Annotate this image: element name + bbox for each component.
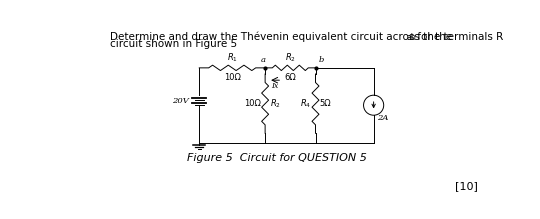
- Text: $R_1$: $R_1$: [227, 51, 238, 64]
- Text: b: b: [319, 56, 324, 64]
- Text: ab: ab: [406, 33, 416, 42]
- Text: 2A: 2A: [377, 114, 389, 122]
- Text: Determine and draw the Thévenin equivalent circuit across the terminals R: Determine and draw the Thévenin equivale…: [110, 32, 503, 42]
- Text: 20V: 20V: [172, 97, 189, 105]
- Text: 5Ω: 5Ω: [319, 99, 331, 108]
- Text: Ix: Ix: [272, 82, 279, 90]
- Text: 10Ω: 10Ω: [224, 73, 241, 82]
- Text: [10]: [10]: [455, 181, 478, 191]
- Text: 10Ω: 10Ω: [244, 99, 260, 108]
- Text: 6Ω: 6Ω: [285, 73, 296, 82]
- Text: Figure 5  Circuit for QUESTION 5: Figure 5 Circuit for QUESTION 5: [187, 153, 367, 162]
- Text: for the: for the: [414, 32, 452, 42]
- Text: $R_4$: $R_4$: [300, 97, 311, 110]
- Text: a: a: [261, 56, 266, 64]
- Text: $R_2$: $R_2$: [270, 97, 281, 110]
- Text: $R_2$: $R_2$: [285, 51, 296, 64]
- Text: circuit shown in Figure 5: circuit shown in Figure 5: [110, 39, 237, 49]
